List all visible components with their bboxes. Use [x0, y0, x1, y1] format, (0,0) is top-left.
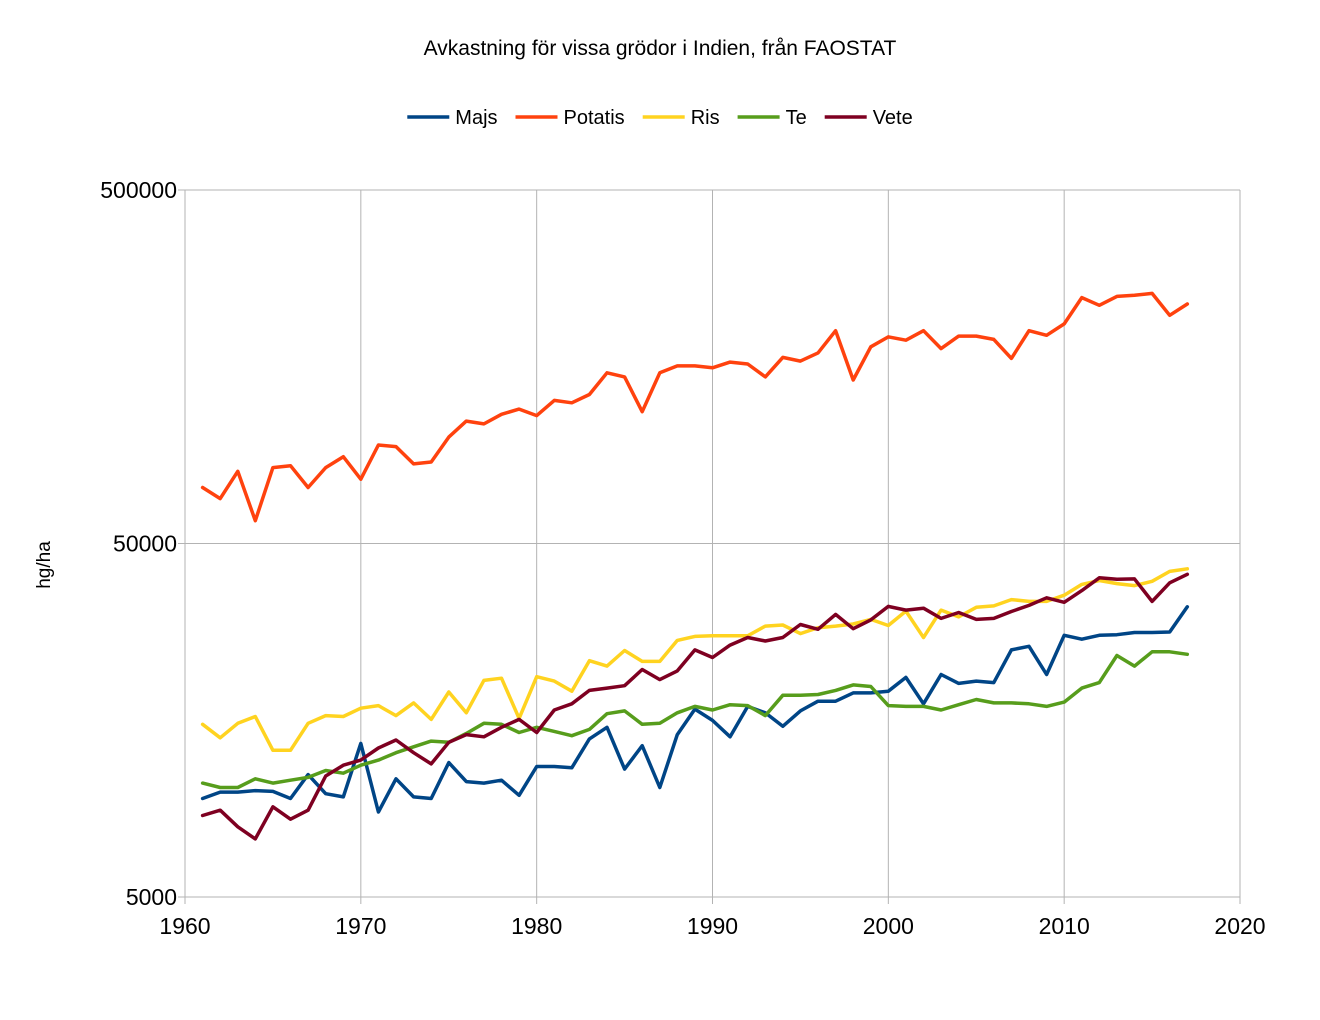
legend-item-ris: Ris — [642, 107, 720, 129]
chart-title: Avkastning för vissa grödor i Indien, fr… — [424, 37, 897, 60]
series-line-majs — [200, 605, 1190, 814]
legend-item-majs: Majs — [407, 107, 498, 129]
legend-label: Vete — [873, 107, 913, 129]
legend-item-potatis: Potatis — [515, 107, 625, 129]
x-tick-label: 1980 — [511, 913, 562, 939]
x-tick-label: 1960 — [159, 913, 210, 939]
series-lines — [200, 291, 1190, 841]
y-axis-title: hg/ha — [34, 541, 55, 589]
x-tick-label: 1990 — [687, 913, 738, 939]
x-tick-label: 2000 — [863, 913, 914, 939]
grid — [185, 189, 1241, 897]
y-tick-label: 5000 — [126, 884, 177, 910]
y-tick-label: 500000 — [100, 177, 177, 203]
legend-label: Majs — [455, 107, 497, 129]
x-tick-label: 2020 — [1214, 913, 1265, 939]
legend-label: Potatis — [564, 107, 625, 129]
axes — [178, 189, 1241, 904]
series-line-ris — [200, 567, 1190, 753]
legend-label: Ris — [691, 107, 720, 129]
tick-labels: 1960 1970 1980 1990 2000 2010 2020 5000 50000 500… — [100, 177, 1265, 939]
x-tick-label: 1970 — [335, 913, 386, 939]
legend-label: Te — [786, 107, 807, 129]
series-line-potatis — [200, 291, 1190, 523]
series-line-te — [200, 650, 1190, 790]
legend: Majs Potatis Ris Te Vete — [407, 107, 913, 129]
y-tick-label: 50000 — [113, 531, 177, 557]
x-tick-label: 2010 — [1039, 913, 1090, 939]
legend-item-te: Te — [737, 107, 807, 129]
series-line-vete — [200, 572, 1190, 841]
legend-item-vete: Vete — [824, 107, 913, 129]
